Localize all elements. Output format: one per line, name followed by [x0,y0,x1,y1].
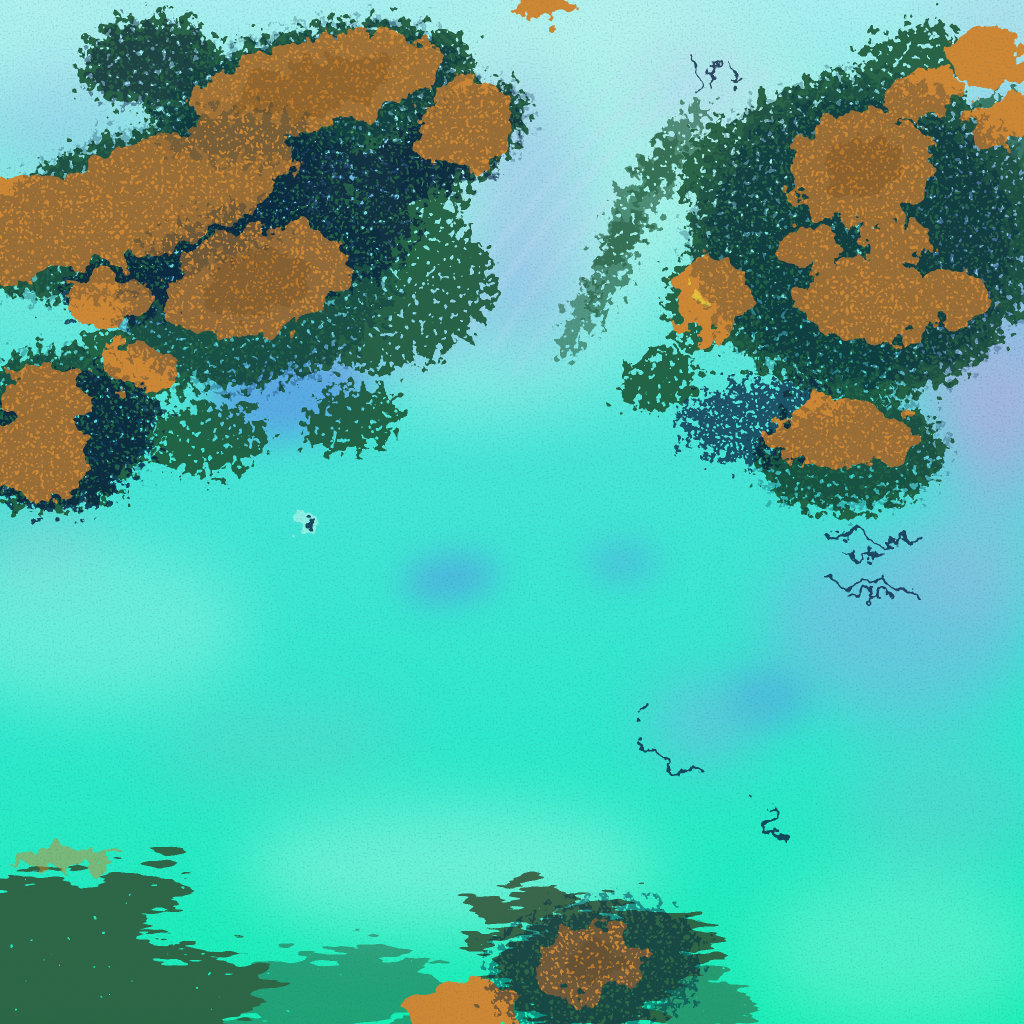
false-color-scene: False-color satellite view: turquoise cl… [0,0,1024,1024]
grain-overlay [0,0,1024,1024]
satellite-image-canvas: False-color satellite view: turquoise cl… [0,0,1024,1024]
